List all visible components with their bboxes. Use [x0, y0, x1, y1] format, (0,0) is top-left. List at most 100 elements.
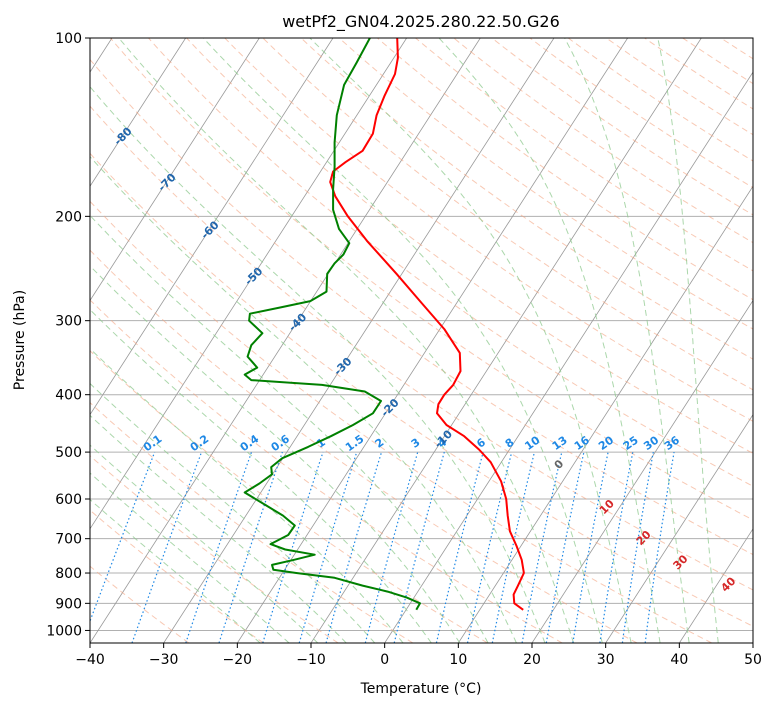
x-tick-label: 30	[597, 652, 615, 668]
y-tick-label: 500	[55, 445, 82, 461]
x-tick-label: −30	[149, 652, 179, 668]
dry-adiabat-line	[90, 200, 712, 643]
y-tick-label: 700	[55, 532, 82, 548]
dry-adiabat-line	[377, 38, 753, 301]
mixing-ratio-label: 0.4	[238, 432, 262, 454]
y-axis-label: Pressure (hPa)	[12, 290, 28, 390]
mixing-ratio-label: 10	[522, 433, 542, 453]
dry-adiabat-line	[186, 38, 753, 454]
mixing-ratio-line	[521, 451, 563, 643]
mixing-ratio-line	[599, 451, 634, 643]
mixing-ratio-label: 2	[373, 436, 387, 451]
mixing-ratio-line	[621, 451, 654, 643]
dry-adiabat-line	[90, 152, 753, 627]
auxiliary-lines	[90, 38, 775, 643]
plot-frame	[89, 37, 754, 644]
dry-adiabat-line	[90, 401, 414, 643]
mixing-ratio-line	[466, 451, 513, 643]
moist-adiabat-line	[90, 309, 432, 643]
dry-adiabat-line	[109, 38, 753, 521]
isotherm-line	[384, 71, 753, 643]
grid	[90, 38, 753, 643]
isotherm-label: -80	[111, 125, 134, 148]
moist-adiabat-line	[90, 265, 461, 643]
isotherm-label: -70	[155, 171, 178, 194]
dry-adiabat-line	[90, 299, 563, 643]
y-tick-label: 600	[55, 492, 82, 508]
moist-adiabat-line	[90, 414, 347, 643]
isotherm-line	[90, 38, 481, 643]
x-tick-label: −10	[296, 652, 326, 668]
x-tick-label: −20	[223, 652, 253, 668]
x-tick-label: 0	[380, 652, 389, 668]
isotherm-line	[90, 38, 334, 416]
y-tick-label: 1000	[46, 623, 82, 639]
mixing-ratio-line	[298, 451, 358, 643]
isotherm-label: -50	[242, 265, 265, 288]
dry-adiabat-line	[606, 38, 753, 136]
y-tick-label: 800	[55, 566, 82, 582]
isotherm-line	[236, 38, 628, 643]
mixing-ratio-label: 0.6	[269, 432, 293, 454]
mixing-ratio-line	[644, 451, 675, 643]
dry-adiabat-line	[567, 38, 753, 162]
y-tick-label: 200	[55, 209, 82, 225]
dewpoint-profile-line	[243, 38, 421, 611]
isotherm-line	[531, 299, 753, 643]
moist-adiabat-line	[202, 38, 603, 643]
mixing-ratio-line	[545, 451, 585, 643]
isotherm-line	[752, 642, 753, 643]
isotherm-line	[90, 38, 186, 188]
mixing-ratio-line	[364, 451, 419, 643]
x-tick-label: −40	[75, 652, 105, 668]
isotherm-line	[457, 185, 753, 643]
dry-adiabat-line	[720, 38, 753, 60]
mixing-ratio-line	[325, 451, 383, 643]
x-tick-label: 20	[523, 652, 541, 668]
moist-adiabat-line	[90, 498, 261, 643]
dry-adiabat-line	[224, 38, 753, 422]
chart-title: wetPf2_GN04.2025.280.22.50.G26	[282, 12, 560, 32]
mixing-ratio-label: 30	[641, 433, 661, 453]
x-tick-label: 50	[744, 652, 762, 668]
temperature-profile-line	[329, 38, 525, 611]
x-tick-label: 40	[670, 652, 688, 668]
dry-adiabat-line	[759, 38, 775, 643]
y-axis-ticks: 100 200 300 400 500 600 700 800 900 1000	[46, 31, 90, 639]
isotherm-label: -30	[331, 355, 354, 378]
isotherm-line	[605, 413, 753, 643]
mixing-ratio-label: 16	[572, 433, 592, 453]
dry-adiabat-line	[90, 249, 638, 643]
isotherm-label: -20	[378, 396, 401, 419]
dry-adiabat-line	[90, 455, 339, 643]
dry-adiabat-line	[90, 565, 190, 643]
mixing-ratio-line	[262, 451, 324, 643]
isotherm-line	[678, 528, 753, 643]
dry-adiabat-line	[491, 38, 753, 216]
moist-adiabat-line	[90, 86, 546, 643]
moist-adiabat-line	[90, 347, 404, 643]
mixing-ratio-line	[435, 451, 484, 643]
dry-adiabat-line	[90, 350, 488, 643]
isotherm-label: -40	[286, 311, 309, 334]
moist-adiabat-line	[90, 155, 517, 643]
isotherm-label: -10	[432, 427, 455, 450]
mixing-ratio-line	[491, 451, 535, 643]
moist-adiabat-label: 20	[634, 528, 654, 548]
moist-adiabat-line	[90, 472, 290, 643]
mixing-ratio-line	[131, 451, 203, 643]
moist-adiabat-label: 30	[671, 552, 691, 572]
dry-adiabat-line	[148, 38, 753, 487]
dry-adiabat-line	[682, 38, 753, 85]
mixing-ratio-line	[393, 451, 445, 643]
dry-adiabat-line	[90, 509, 264, 643]
isotherm-line	[90, 38, 260, 302]
dry-adiabat-line	[90, 105, 753, 591]
mixing-ratio-line	[572, 451, 609, 643]
mixing-ratio-label: 25	[621, 434, 641, 453]
isotherm-line	[163, 38, 555, 643]
mixing-ratio-label: 13	[550, 434, 570, 453]
mixing-ratio-line	[185, 451, 253, 643]
moist-adiabat-line	[657, 38, 719, 643]
y-tick-label: 100	[55, 31, 82, 47]
